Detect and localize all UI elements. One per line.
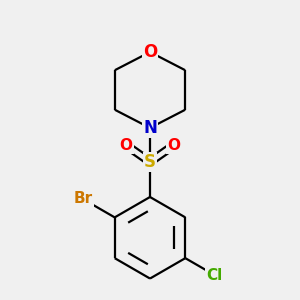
- Text: Br: Br: [73, 191, 92, 206]
- Text: O: O: [168, 137, 181, 152]
- Text: S: S: [144, 153, 156, 171]
- Text: O: O: [119, 137, 132, 152]
- Text: O: O: [143, 43, 157, 61]
- Text: Cl: Cl: [207, 268, 223, 283]
- Text: N: N: [143, 119, 157, 137]
